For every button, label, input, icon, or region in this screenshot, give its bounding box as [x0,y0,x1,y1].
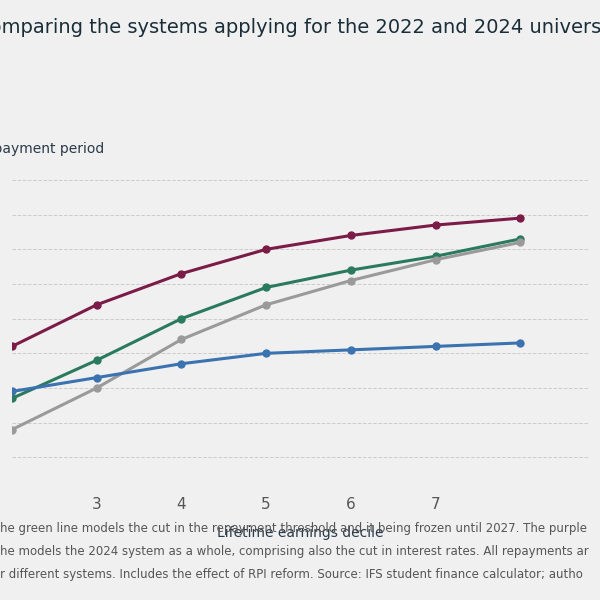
Text: Repayment period: Repayment period [0,142,104,156]
Text: r different systems. Includes the effect of RPI reform. Source: IFS student fina: r different systems. Includes the effect… [0,568,583,581]
Text: he green line models the cut in the repayment threshold and it being frozen unti: he green line models the cut in the repa… [0,522,587,535]
Text: Comparing the systems applying for the 2022 and 2024 university entry cohorts: Comparing the systems applying for the 2… [0,18,600,37]
X-axis label: Lifetime earnings decile: Lifetime earnings decile [217,526,383,540]
Text: he models the 2024 system as a whole, comprising also the cut in interest rates.: he models the 2024 system as a whole, co… [0,545,589,558]
